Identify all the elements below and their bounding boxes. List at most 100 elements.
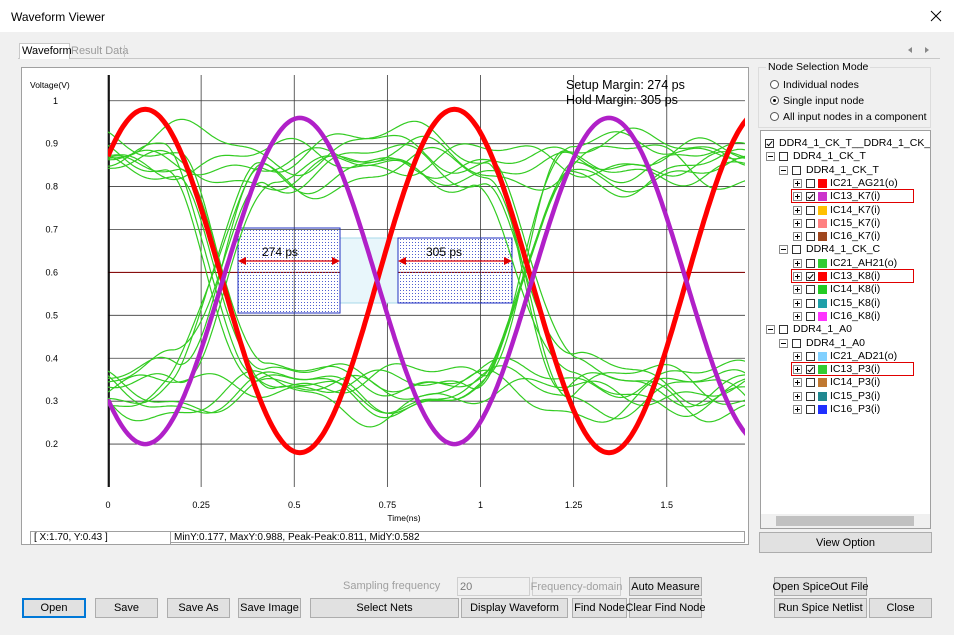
tree-checkbox[interactable]	[806, 298, 815, 308]
tree-node[interactable]: IC21_AH21(o)	[761, 257, 930, 270]
tree-node[interactable]: IC14_P3(i)	[761, 376, 930, 389]
tree-expander[interactable]	[793, 218, 802, 228]
cursor-readout: [ X:1.70, Y:0.43 ]	[30, 531, 171, 545]
tree-expander[interactable]	[793, 311, 802, 321]
auto-measure-button[interactable]: Auto Measure	[629, 577, 702, 596]
tree-expander[interactable]	[793, 378, 802, 388]
tree-checkbox[interactable]	[806, 205, 815, 215]
tree-expander[interactable]	[793, 205, 802, 215]
tree-checkbox[interactable]	[806, 365, 815, 375]
display-waveform-button[interactable]: Display Waveform	[461, 598, 568, 618]
tree-expander[interactable]	[793, 232, 802, 242]
tree-node[interactable]: IC15_K8(i)	[761, 297, 930, 310]
radio-label[interactable]: All input nodes in a component	[783, 111, 927, 123]
expander-plus	[797, 367, 798, 373]
tree-node[interactable]: DDR4_1_CK_C	[761, 243, 930, 256]
expander-plus	[797, 407, 798, 412]
expander-minus	[781, 169, 786, 171]
tree-node[interactable]: IC21_AD21(o)	[761, 350, 930, 363]
find-node-button[interactable]: Find Node	[572, 598, 627, 618]
tree-node[interactable]: IC13_P3(i)	[761, 362, 930, 377]
tree-expander[interactable]	[793, 365, 802, 375]
tree-expander[interactable]	[793, 285, 802, 295]
tree-label: DDR4_1_A0	[806, 336, 865, 349]
tree-checkbox[interactable]	[806, 192, 815, 202]
tree-expander[interactable]	[793, 298, 802, 308]
tree-checkbox[interactable]	[806, 378, 815, 388]
tree-checkbox[interactable]	[806, 272, 815, 281]
tree-checkbox[interactable]	[806, 391, 815, 401]
open-spiceout-button[interactable]: Open SpiceOut File	[773, 577, 869, 596]
tree-checkbox[interactable]	[779, 152, 788, 162]
run-spice-netlist-button[interactable]: Run Spice Netlist	[774, 598, 867, 618]
tree-expander[interactable]	[779, 165, 788, 175]
tree-checkbox[interactable]	[765, 139, 774, 148]
close-button[interactable]: Close	[869, 598, 932, 618]
tree-node[interactable]: DDR4_1_A0	[761, 336, 930, 350]
tree-checkbox[interactable]	[806, 351, 815, 361]
tree-node[interactable]: IC14_K7(i)	[761, 204, 930, 217]
tree-expander[interactable]	[779, 245, 788, 255]
node-tree[interactable]: DDR4_1_CK_T__DDR4_1_CK_C_DDDR4_1_CK_TDDR…	[760, 130, 931, 529]
tree-node[interactable]: IC16_K8(i)	[761, 309, 930, 323]
tree-checkbox[interactable]	[806, 218, 815, 228]
save-as-button[interactable]: Save As	[167, 598, 230, 618]
radio-button[interactable]	[770, 96, 779, 105]
tree-node[interactable]: IC13_K8(i)	[761, 269, 930, 283]
tree-node[interactable]: DDR4_1_A0	[761, 323, 930, 336]
tree-node[interactable]: IC15_K7(i)	[761, 217, 930, 230]
tree-node[interactable]: IC16_K7(i)	[761, 230, 930, 243]
tree-expander[interactable]	[793, 272, 802, 281]
tree-node[interactable]: IC15_P3(i)	[761, 389, 930, 403]
sampling-input[interactable]: 20	[457, 577, 530, 596]
tree-node[interactable]: IC16_P3(i)	[761, 403, 930, 416]
x-tick-label: 0.5	[288, 500, 301, 510]
tree-checkbox[interactable]	[792, 245, 801, 255]
tree-node[interactable]: DDR4_1_CK_T__DDR4_1_CK_C_D	[761, 137, 930, 150]
tree-node[interactable]: IC13_K7(i)	[761, 189, 930, 204]
tree-expander[interactable]	[793, 391, 802, 401]
tree-checkbox[interactable]	[806, 405, 815, 414]
tree-expander[interactable]	[793, 405, 802, 414]
tree-label: IC15_P3(i)	[830, 389, 881, 402]
tree-checkbox[interactable]	[792, 165, 801, 175]
y-tick-label: 0.4	[45, 353, 58, 363]
expander-plus	[797, 260, 798, 266]
tab[interactable]: Waveform	[22, 45, 72, 57]
clear-find-node-button[interactable]: Clear Find Node	[625, 598, 706, 618]
select-nets-button[interactable]: Select Nets	[310, 598, 459, 618]
radio-button[interactable]	[770, 80, 779, 89]
tab-scroll-arrows[interactable]	[905, 45, 933, 55]
save-button[interactable]: Save	[95, 598, 158, 618]
tree-label: IC16_K8(i)	[830, 309, 881, 322]
radio-label[interactable]: Individual nodes	[783, 79, 859, 91]
y-tick-label: 0.6	[45, 267, 58, 277]
tree-checkbox[interactable]	[806, 258, 815, 268]
close-icon[interactable]	[930, 10, 942, 22]
radio-button[interactable]	[770, 112, 779, 121]
radio-label[interactable]: Single input node	[783, 95, 865, 107]
tree-expander[interactable]	[793, 178, 802, 188]
tree-node[interactable]: IC21_AG21(o)	[761, 177, 930, 190]
tree-expander[interactable]	[793, 351, 802, 361]
tree-node[interactable]: IC14_K8(i)	[761, 283, 930, 296]
tree-expander[interactable]	[793, 258, 802, 268]
frequency-domain-button[interactable]: Frequency-domain	[531, 577, 622, 596]
tree-node[interactable]: DDR4_1_CK_T	[761, 150, 930, 163]
y-tick-label: 0.9	[45, 139, 58, 149]
view-option-button[interactable]: View Option	[759, 532, 932, 553]
tree-node[interactable]: DDR4_1_CK_T	[761, 164, 930, 177]
tree-expander[interactable]	[779, 338, 788, 348]
tree-expander[interactable]	[793, 192, 802, 202]
tab[interactable]: Result Data	[71, 45, 129, 57]
tree-checkbox[interactable]	[806, 178, 815, 188]
tree-checkbox[interactable]	[806, 285, 815, 295]
tree-checkbox[interactable]	[806, 311, 815, 321]
tree-expander[interactable]	[766, 152, 775, 162]
open-button[interactable]: Open	[22, 598, 86, 618]
tree-checkbox[interactable]	[779, 325, 788, 335]
save-image-button[interactable]: Save Image	[238, 598, 301, 618]
tree-checkbox[interactable]	[792, 338, 801, 348]
tree-checkbox[interactable]	[806, 232, 815, 242]
tree-expander[interactable]	[766, 325, 775, 335]
